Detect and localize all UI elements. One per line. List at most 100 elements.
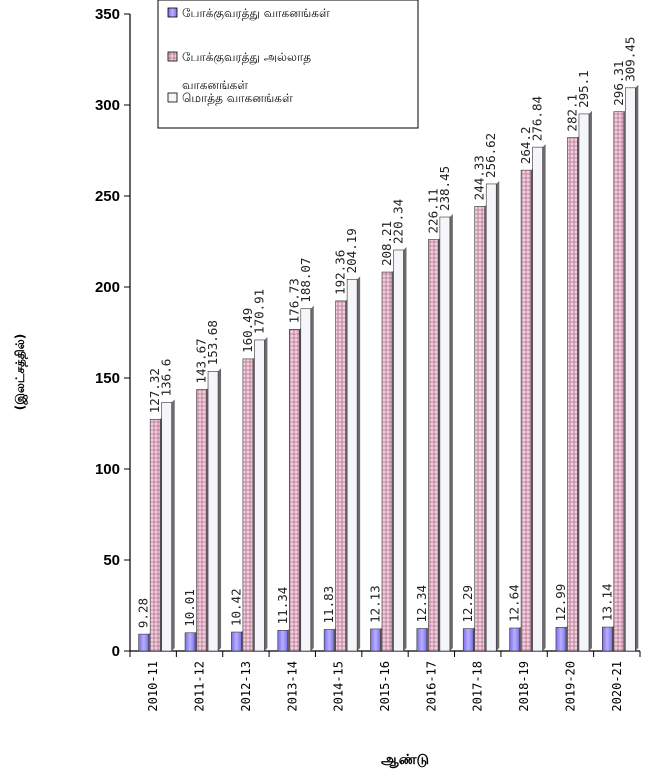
bar-side: [449, 214, 453, 651]
bar-transport: [138, 633, 149, 652]
data-label: 264.2: [518, 127, 533, 165]
bar-transport: [370, 628, 381, 652]
data-label: 188.07: [298, 258, 313, 303]
bar-side: [264, 336, 268, 651]
legend-swatch-non-transport: [167, 51, 178, 62]
data-label: 12.29: [460, 585, 475, 623]
x-tick-label: 2015-16: [378, 661, 392, 712]
data-label: 176.73: [286, 278, 301, 323]
data-label: 143.67: [194, 338, 209, 383]
legend: போக்குவரத்து வாகனங்கள் போக்குவரத்து அல்ல…: [157, 0, 419, 129]
bar-total: [578, 113, 590, 652]
x-tick-label: 2012-13: [239, 661, 253, 712]
y-tick-label: 150: [95, 370, 120, 387]
bar-non-transport: [567, 137, 578, 652]
bar-total: [532, 146, 543, 652]
data-label: 256.62: [483, 133, 498, 178]
bars: [138, 84, 639, 652]
data-label: 153.68: [205, 320, 220, 365]
y-tick-label: 350: [95, 6, 120, 23]
y-tick-label: 0: [112, 643, 120, 660]
data-label: 12.13: [368, 585, 383, 623]
data-label: 9.28: [136, 598, 151, 628]
bar-transport: [323, 629, 335, 652]
bar-total: [393, 249, 404, 652]
bar-side: [635, 84, 639, 651]
x-tick-label: 2013-14: [285, 661, 299, 712]
data-label: 204.19: [344, 228, 359, 273]
data-label: 208.21: [379, 221, 394, 266]
data-label: 11.34: [275, 587, 290, 625]
bar-total: [485, 183, 497, 652]
data-label: 170.91: [251, 289, 266, 334]
legend-label-non-transport: போக்குவரத்து அல்லாத வாகனங்கள்: [182, 50, 311, 92]
bar-transport: [416, 628, 428, 652]
axes: 0 50 100 150 200 250 300 350 2010-11 2011-12 2012-…: [95, 6, 641, 712]
bar-total: [207, 371, 219, 652]
x-tick-label: 2014-15: [332, 661, 346, 712]
data-label: 11.83: [321, 586, 336, 624]
x-tick-label: 2010-11: [146, 661, 160, 712]
x-tick-label: 2018-19: [517, 661, 531, 712]
bar-transport: [555, 627, 567, 652]
bar-side: [496, 180, 500, 651]
bar-total: [254, 339, 265, 652]
data-label: 12.99: [553, 584, 568, 622]
data-label: 226.11: [425, 188, 440, 233]
bar-total: [300, 308, 312, 652]
x-axis-title: ஆண்டு: [381, 752, 429, 768]
bar-side: [403, 246, 407, 651]
x-tick-label: 2011-12: [193, 661, 207, 712]
legend-swatch-total: [167, 92, 178, 103]
y-tick-label: 100: [95, 461, 120, 478]
bar-non-transport: [474, 206, 486, 652]
bar-transport: [509, 627, 520, 652]
data-label: 12.34: [414, 585, 429, 623]
bar-non-transport: [242, 358, 254, 652]
data-label: 127.32: [147, 368, 162, 413]
bar-total: [625, 87, 636, 652]
data-label: 192.36: [333, 250, 348, 295]
x-tick-label: 2020-21: [610, 661, 624, 712]
bar-transport: [277, 630, 289, 652]
bar-non-transport: [196, 389, 207, 652]
data-label: 276.84: [530, 96, 545, 141]
data-label: 309.45: [622, 37, 637, 82]
data-label: 296.31: [611, 61, 626, 106]
legend-label-transport: போக்குவரத்து வாகனங்கள்: [182, 6, 330, 21]
bar-non-transport: [613, 111, 625, 652]
data-label: 10.01: [182, 589, 197, 627]
bar-non-transport: [335, 300, 346, 652]
bar-side: [310, 305, 314, 651]
data-label: 295.1: [576, 70, 591, 108]
y-tick-label: 50: [103, 552, 120, 569]
y-tick-label: 250: [95, 188, 120, 205]
legend-swatch-transport: [167, 7, 178, 18]
data-label: 10.42: [228, 588, 243, 626]
bar-total: [346, 279, 358, 652]
data-label: 238.45: [437, 166, 452, 211]
x-tick-label: 2019-20: [563, 661, 577, 712]
legend-label-total: மொத்த வாகனங்கள்: [182, 91, 293, 105]
bar-side: [218, 368, 222, 651]
x-tick-label: 2016-17: [424, 661, 438, 712]
data-label: 220.34: [391, 199, 406, 244]
bar-transport: [231, 631, 242, 652]
bar-side: [357, 276, 361, 651]
data-label: 160.49: [240, 308, 255, 353]
bar-non-transport: [149, 418, 161, 652]
bar-side: [588, 110, 592, 652]
y-tick-label: 300: [95, 97, 120, 114]
data-label: 282.1: [564, 94, 579, 132]
bar-transport: [602, 626, 613, 652]
data-label: 244.33: [472, 155, 487, 200]
bar-total: [161, 402, 172, 652]
x-tick-label: 2017-18: [471, 661, 485, 712]
bar-non-transport: [428, 239, 439, 652]
bar-non-transport: [381, 271, 393, 652]
data-label: 12.64: [507, 584, 522, 622]
data-label: 13.14: [599, 583, 614, 621]
bar-side: [171, 399, 175, 651]
